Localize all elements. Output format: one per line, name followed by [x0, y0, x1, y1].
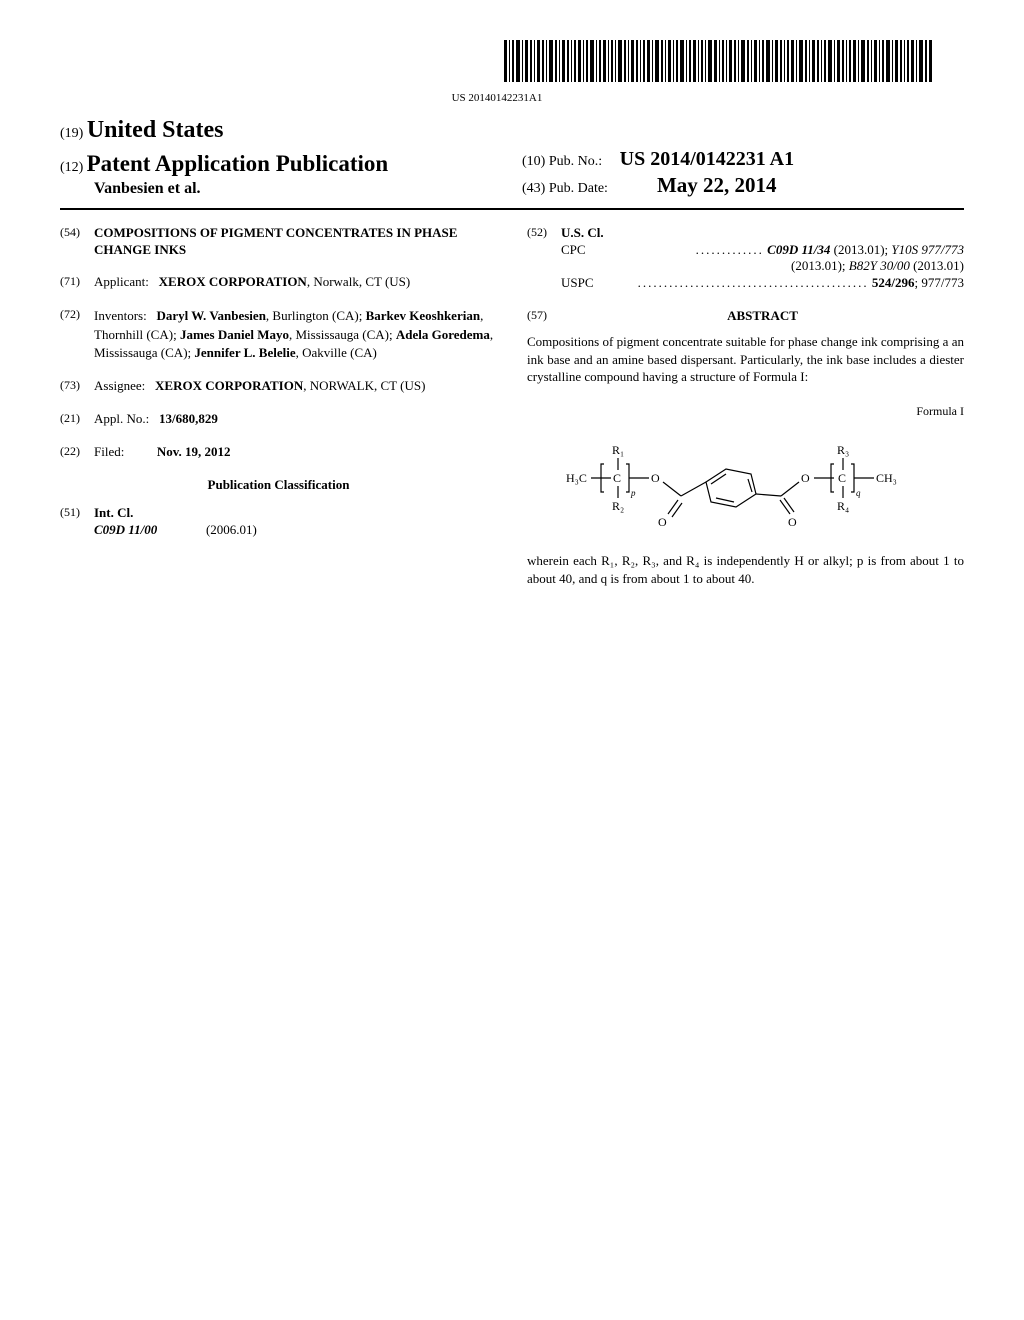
document-header: (19) United States (12) Patent Applicati…	[60, 115, 964, 199]
int-cl-label: Int. Cl.	[94, 505, 497, 522]
int-cl-year: (2006.01)	[206, 522, 257, 537]
pub-no-label: Pub. No.:	[549, 154, 602, 169]
pub-no-value: US 2014/0142231 A1	[620, 148, 794, 170]
appl-no-entry: (21) Appl. No.: 13/680,829	[60, 411, 497, 428]
cpc-3: B82Y 30/00	[849, 258, 910, 273]
formula-diagram: H₃C C R₁ R₂ p O O	[556, 424, 936, 534]
inventors-label: Inventors:	[94, 308, 147, 323]
svg-text:H₃C: H₃C	[566, 471, 587, 485]
appl-no-value: 13/680,829	[159, 411, 218, 426]
applicant-location: , Norwalk, CT (US)	[307, 274, 410, 289]
left-column: (54) COMPOSITIONS OF PIGMENT CONCENTRATE…	[60, 225, 497, 588]
appl-no-label: Appl. No.:	[94, 411, 149, 426]
us-cl-entry: (52) U.S. Cl. CPC ............. C09D 11/…	[527, 225, 964, 293]
classification-heading: Publication Classification	[60, 477, 497, 494]
barcode-image	[504, 40, 934, 87]
applicant-entry: (71) Applicant: XEROX CORPORATION, Norwa…	[60, 274, 497, 291]
formula-label: Formula I	[527, 404, 964, 420]
barcode-text: US 20140142231A1	[60, 91, 934, 105]
cpc-label: CPC	[561, 242, 586, 259]
abstract-entry: (57) ABSTRACT	[527, 308, 964, 325]
int-cl-entry: (51) Int. Cl. C09D 11/00 (2006.01)	[60, 505, 497, 539]
svg-text:O: O	[651, 471, 660, 485]
us-cl-label: U.S. Cl.	[561, 225, 964, 242]
int-cl-num: (51)	[60, 505, 94, 539]
cpc-2: Y10S 977/773	[891, 242, 964, 257]
assignee-entry: (73) Assignee: XEROX CORPORATION, NORWAL…	[60, 378, 497, 395]
uspc-label: USPC	[561, 275, 594, 292]
applicant-num: (71)	[60, 274, 94, 291]
filed-label: Filed:	[94, 444, 124, 459]
pub-date-value: May 22, 2014	[657, 173, 777, 197]
svg-text:R₁: R₁	[612, 443, 624, 457]
formula-description: wherein each R₁, R₂, R₃, and R₄ is indep…	[527, 552, 964, 587]
assignee-num: (73)	[60, 378, 94, 395]
filed-num: (22)	[60, 444, 94, 461]
country-name: United States	[87, 117, 224, 143]
country-prefix: (19)	[60, 126, 83, 141]
svg-text:O: O	[801, 471, 810, 485]
abstract-text: Compositions of pigment concentrate suit…	[527, 333, 964, 386]
authors: Vanbesien et al.	[60, 179, 502, 200]
cpc-main: C09D 11/34	[767, 242, 830, 257]
abstract-heading: ABSTRACT	[561, 308, 964, 325]
content-columns: (54) COMPOSITIONS OF PIGMENT CONCENTRATE…	[60, 225, 964, 588]
assignee-location: , NORWALK, CT (US)	[303, 378, 425, 393]
applicant-label: Applicant:	[94, 274, 149, 289]
barcode-section: US 20140142231A1	[60, 40, 964, 105]
cpc-3-year: (2013.01)	[910, 258, 964, 273]
filed-value: Nov. 19, 2012	[157, 444, 231, 459]
pub-type-prefix: (12)	[60, 160, 83, 175]
int-cl-code: C09D 11/00	[94, 522, 157, 537]
pub-type: Patent Application Publication	[87, 151, 389, 176]
svg-text:p: p	[630, 488, 636, 498]
assignee-name: XEROX CORPORATION	[155, 378, 303, 393]
svg-text:CH₃: CH₃	[876, 471, 897, 485]
right-column: (52) U.S. Cl. CPC ............. C09D 11/…	[527, 225, 964, 588]
applicant-name: XEROX CORPORATION	[159, 274, 307, 289]
cpc-main-year: (2013.01);	[830, 242, 891, 257]
cpc-2-year: (2013.01);	[791, 258, 849, 273]
header-divider	[60, 208, 964, 210]
pub-no-prefix: (10)	[522, 154, 545, 169]
inventors-list: Daryl W. Vanbesien, Burlington (CA); Bar…	[94, 308, 493, 359]
svg-text:C: C	[838, 471, 846, 485]
svg-text:R₂: R₂	[612, 499, 624, 513]
svg-text:q: q	[856, 488, 861, 498]
uspc-main: 524/296	[872, 275, 915, 290]
pub-date-prefix: (43)	[522, 181, 545, 196]
svg-text:R₃: R₃	[837, 443, 849, 457]
us-cl-num: (52)	[527, 225, 561, 293]
inventors-num: (72)	[60, 307, 94, 362]
appl-no-num: (21)	[60, 411, 94, 428]
abstract-num: (57)	[527, 308, 561, 325]
inventors-entry: (72) Inventors: Daryl W. Vanbesien, Burl…	[60, 307, 497, 362]
title-entry: (54) COMPOSITIONS OF PIGMENT CONCENTRATE…	[60, 225, 497, 259]
title-num: (54)	[60, 225, 94, 259]
svg-text:O: O	[788, 515, 797, 529]
svg-text:R₄: R₄	[837, 499, 849, 513]
assignee-label: Assignee:	[94, 378, 145, 393]
svg-text:C: C	[613, 471, 621, 485]
svg-text:O: O	[658, 515, 667, 529]
title-text: COMPOSITIONS OF PIGMENT CONCENTRATES IN …	[94, 225, 497, 259]
pub-date-label: Pub. Date:	[549, 181, 608, 196]
filed-entry: (22) Filed: Nov. 19, 2012	[60, 444, 497, 461]
uspc-rest: ; 977/773	[915, 275, 964, 290]
